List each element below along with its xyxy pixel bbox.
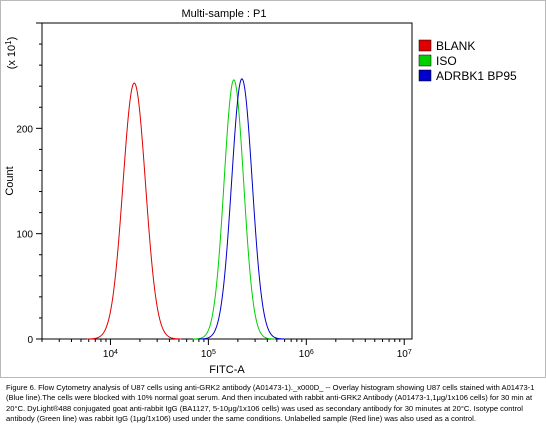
y-tick-label: 200: [16, 124, 33, 135]
legend-label-blank: BLANK: [436, 39, 475, 53]
series-line-blank: [86, 82, 182, 340]
series-line-iso: [192, 79, 275, 340]
y-multiplier-label: (x 101): [4, 37, 19, 70]
y-multiplier-suffix: ): [6, 37, 18, 41]
x-tick-label: 107: [397, 349, 412, 361]
legend-swatch-iso: [418, 54, 432, 67]
y-axis-label: Count: [4, 166, 16, 195]
flow-cytometry-chart: Multi-sample : P1 104 105 106 107 0 100 200 (…: [4, 8, 518, 376]
y-axis-ticks: 0 100 200: [16, 22, 42, 346]
series-lines: [86, 78, 285, 340]
legend-swatch-blank: [418, 39, 432, 52]
figure-frame: Multi-sample : P1 104 105 106 107 0 100 200 (…: [0, 0, 546, 378]
figure-caption: Figure 6. Flow Cytometry analysis of U87…: [6, 383, 535, 423]
x-axis-label: FITC-A: [209, 364, 245, 376]
x-tick-label: 106: [299, 349, 314, 361]
x-tick-label: 104: [103, 349, 118, 361]
legend-swatch-adrbk1-bp95: [418, 69, 432, 82]
legend-label-iso: ISO: [436, 54, 457, 68]
chart-title: Multi-sample : P1: [182, 8, 267, 20]
y-tick-label: 100: [16, 230, 33, 241]
y-multiplier-prefix: (x 10: [6, 45, 18, 69]
y-multiplier-exponent: 1: [4, 40, 13, 45]
x-axis-ticks: 104 105 106 107: [41, 339, 412, 361]
plot-area: [41, 22, 413, 340]
legend-label-adrbk1-bp95: ADRBK1 BP95: [436, 69, 517, 83]
y-tick-label: 0: [27, 335, 33, 346]
x-tick-label: 105: [201, 349, 216, 361]
series-line-adrbk1-bp95: [198, 78, 285, 340]
